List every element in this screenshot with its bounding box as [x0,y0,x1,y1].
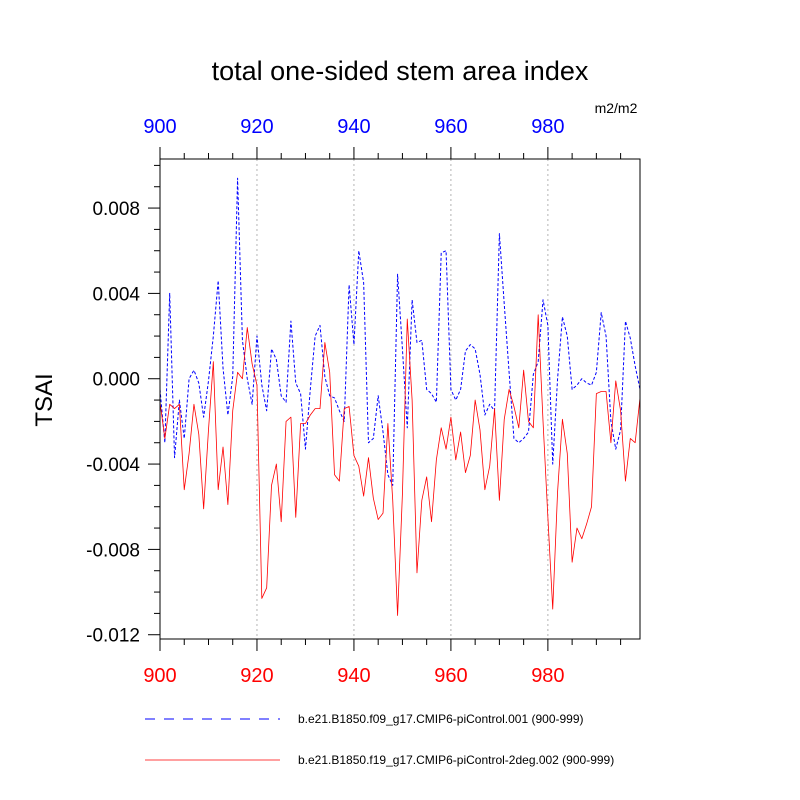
legend-label-series-1: b.e21.B1850.f09_g17.CMIP6-piControl.001 … [298,712,584,726]
x-tick-label-bottom: 960 [434,665,467,687]
x-tick-label-bottom: 900 [143,665,176,687]
x-tick-label-top: 920 [240,116,273,138]
x-tick-label-top: 940 [337,116,370,138]
y-tick-label: 0.008 [92,199,140,220]
units-label: m2/m2 [595,100,638,116]
y-tick-labels: -0.012 -0.008 -0.004 0.000 0.004 0.008 [86,199,140,647]
series-layer [159,177,641,616]
x-tick-label-bottom: 920 [240,665,273,687]
x-tick-label-bottom: 980 [531,665,564,687]
axis-ticks [148,147,622,651]
y-axis-label: TSAI [31,373,58,426]
x-tick-label-bottom: 940 [337,665,370,687]
chart-title: total one-sided stem area index [212,56,589,86]
y-tick-label: 0.004 [92,284,140,305]
y-tick-label: -0.004 [86,455,140,476]
legend: b.e21.B1850.f09_g17.CMIP6-piControl.001 … [145,712,614,767]
x-tick-labels-top: 900 920 940 960 980 [143,116,564,138]
x-tick-label-top: 960 [434,116,467,138]
series-line-1 [159,177,641,486]
legend-label-series-2: b.e21.B1850.f19_g17.CMIP6-piControl-2deg… [298,753,614,767]
x-tick-labels-bottom: 900 920 940 960 980 [143,665,564,687]
plot-frame [159,158,641,640]
y-tick-label: 0.000 [92,370,140,391]
y-tick-label: -0.012 [86,626,140,647]
y-tick-label: -0.008 [86,540,140,561]
series-line-2 [159,314,641,616]
x-tick-label-top: 980 [531,116,564,138]
x-tick-label-top: 900 [143,116,176,138]
